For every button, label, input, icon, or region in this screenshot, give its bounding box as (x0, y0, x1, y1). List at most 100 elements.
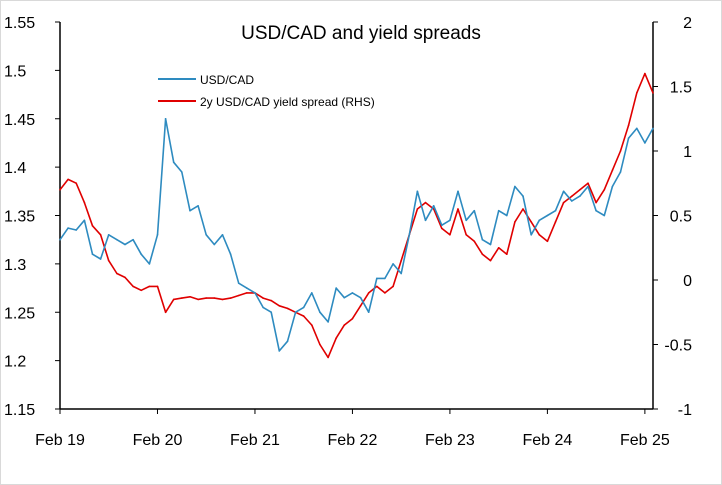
data-point-usdcad (229, 253, 232, 255)
data-point-yield-spread (124, 276, 126, 279)
data-point-usdcad (286, 340, 289, 343)
data-point-yield-spread (116, 272, 118, 275)
data-point-yield-spread (99, 234, 102, 236)
data-point-usdcad (91, 253, 94, 255)
data-point-usdcad (603, 214, 606, 217)
data-point-usdcad (302, 306, 305, 309)
data-point-usdcad (359, 296, 362, 299)
data-point-yield-spread (343, 324, 346, 326)
data-point-yield-spread (611, 169, 614, 172)
data-point-usdcad (83, 219, 86, 222)
left-y-tick-label: 1.55 (4, 15, 35, 32)
data-point-yield-spread (156, 285, 159, 288)
x-tick-label: Feb 22 (328, 432, 378, 449)
data-point-usdcad (489, 243, 492, 246)
data-point-usdcad (124, 243, 126, 246)
data-point-usdcad (156, 234, 159, 236)
data-point-usdcad (400, 272, 403, 275)
data-point-usdcad (343, 296, 346, 299)
data-point-usdcad (473, 209, 476, 212)
data-point-yield-spread (213, 297, 216, 299)
data-point-usdcad (262, 306, 264, 309)
left-y-tick-label: 1.4 (4, 160, 26, 177)
data-point-usdcad (278, 350, 281, 352)
x-tick-label: Feb 23 (425, 432, 475, 449)
data-point-yield-spread (514, 221, 516, 223)
data-point-usdcad (636, 127, 638, 130)
data-point-usdcad (384, 277, 386, 280)
data-point-usdcad (449, 219, 451, 222)
data-point-usdcad (237, 282, 240, 285)
data-point-yield-spread (205, 297, 207, 299)
data-point-usdcad (408, 234, 411, 236)
left-y-axis-ticks: 1.15 1.2 1.25 1.3 1.35 1.4 1.45 1.5 1.55 (4, 15, 60, 419)
data-point-usdcad (327, 321, 329, 323)
data-point-yield-spread (465, 234, 468, 236)
right-y-tick-label: 1.5 (670, 80, 692, 97)
data-point-usdcad (140, 253, 142, 255)
data-point-yield-spread (538, 234, 541, 236)
data-point-usdcad (441, 224, 443, 226)
data-point-yield-spread (424, 201, 427, 204)
data-point-yield-spread (83, 201, 86, 204)
data-point-usdcad (270, 311, 273, 314)
data-point-yield-spread (132, 285, 134, 288)
legend-label-usdcad: USD/CAD (200, 73, 254, 87)
data-point-usdcad (522, 195, 524, 197)
data-point-yield-spread (319, 343, 321, 346)
data-point-usdcad (367, 311, 370, 314)
data-point-yield-spread (627, 124, 630, 126)
x-tick-label: Feb 21 (230, 432, 280, 449)
data-point-usdcad (189, 209, 191, 212)
data-point-yield-spread (384, 292, 386, 294)
left-y-tick-label: 1.5 (4, 63, 26, 80)
data-point-usdcad (59, 238, 61, 241)
data-point-usdcad (652, 127, 654, 130)
data-point-usdcad (619, 171, 622, 173)
data-point-usdcad (497, 209, 500, 212)
data-point-usdcad (424, 219, 427, 222)
left-y-tick-label: 1.2 (4, 354, 26, 371)
data-point-usdcad (579, 195, 581, 197)
data-point-usdcad (148, 263, 151, 265)
data-point-usdcad (221, 234, 224, 236)
data-point-yield-spread (59, 188, 61, 191)
x-tick-label: Feb 20 (133, 432, 183, 449)
data-point-usdcad (319, 311, 321, 314)
data-point-usdcad (254, 292, 256, 294)
data-point-yield-spread (579, 188, 581, 191)
right-y-tick-label: 1 (683, 144, 692, 161)
data-point-yield-spread (603, 188, 606, 191)
data-point-yield-spread (278, 305, 281, 307)
data-point-usdcad (562, 190, 565, 193)
data-point-usdcad (392, 263, 394, 265)
left-y-tick-label: 1.45 (4, 112, 35, 129)
data-point-yield-spread (237, 294, 240, 297)
left-y-tick-label: 1.35 (4, 209, 35, 226)
data-point-usdcad (627, 137, 630, 139)
legend-label-yield-spread: 2y USD/CAD yield spread (RHS) (200, 95, 375, 109)
data-point-yield-spread (270, 299, 273, 302)
data-point-yield-spread (189, 296, 191, 298)
data-point-yield-spread (197, 298, 199, 301)
series-line-usdcad (59, 118, 654, 352)
data-point-yield-spread (506, 253, 508, 255)
data-point-usdcad (514, 185, 516, 188)
data-point-usdcad (294, 311, 297, 314)
data-point-usdcad (116, 238, 118, 241)
data-point-yield-spread (636, 92, 638, 94)
data-point-yield-spread (497, 247, 500, 249)
data-point-yield-spread (400, 259, 403, 262)
data-point-usdcad (132, 238, 134, 241)
series-line-yield-spread (59, 72, 654, 359)
data-point-yield-spread (481, 253, 484, 255)
chart-title: USD/CAD and yield spreads (241, 23, 481, 44)
data-point-usdcad (644, 142, 646, 144)
data-point-yield-spread (546, 240, 549, 243)
x-tick-label: Feb 25 (620, 432, 670, 449)
data-point-yield-spread (67, 178, 69, 181)
x-tick-label: Feb 24 (522, 432, 572, 449)
data-point-usdcad (546, 214, 549, 217)
data-point-yield-spread (302, 315, 305, 317)
data-point-usdcad (181, 171, 183, 173)
